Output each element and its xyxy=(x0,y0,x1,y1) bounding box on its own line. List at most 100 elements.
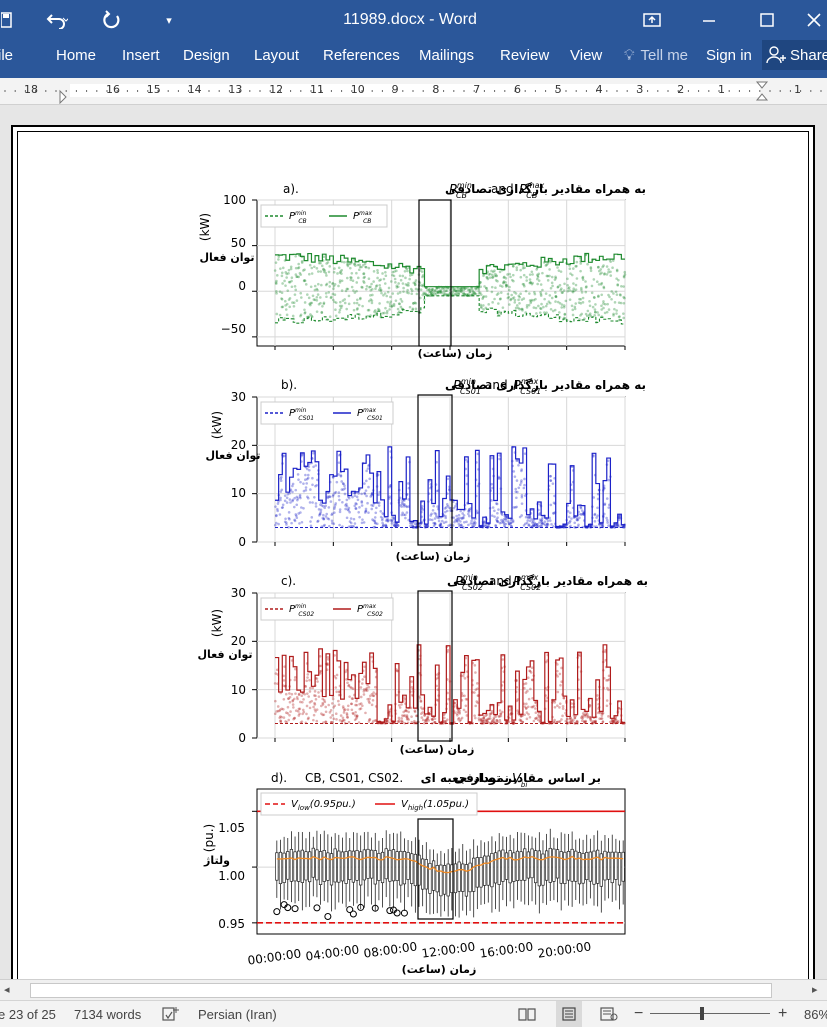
data-point xyxy=(462,708,466,712)
page-count[interactable]: e 23 of 25 xyxy=(0,1006,56,1022)
zoom-out-button[interactable]: − xyxy=(634,1005,644,1022)
data-point xyxy=(367,685,371,689)
redo-icon[interactable] xyxy=(98,0,126,40)
language-indicator[interactable]: Persian (Iran) xyxy=(198,1006,277,1022)
zoom-in-button[interactable]: + xyxy=(778,1005,788,1022)
data-point xyxy=(591,305,595,309)
data-point xyxy=(617,315,621,319)
scroll-right-arrow[interactable]: ▸ xyxy=(812,984,818,996)
data-point xyxy=(390,519,394,522)
web-layout-icon[interactable] xyxy=(600,1001,618,1027)
data-point xyxy=(334,686,338,689)
data-point xyxy=(519,719,523,722)
panel-c-title-prefix: c). xyxy=(281,574,296,588)
data-point xyxy=(584,719,588,723)
undo-icon[interactable] xyxy=(40,0,74,40)
data-point xyxy=(449,507,453,510)
proofing-icon[interactable] xyxy=(162,1001,180,1027)
word-count[interactable]: 7134 words xyxy=(74,1006,142,1022)
data-point xyxy=(467,292,470,296)
data-point xyxy=(600,523,603,526)
document-page[interactable]: a). به همراه مقادیر بارگذاری تصادفی Pmin… xyxy=(11,125,815,979)
data-point xyxy=(615,269,619,273)
tab-insert[interactable]: Insert xyxy=(122,46,160,64)
data-point xyxy=(338,300,342,304)
tab-review[interactable]: Review xyxy=(500,46,550,64)
data-point xyxy=(545,524,548,528)
data-point xyxy=(342,488,345,491)
save-icon[interactable] xyxy=(0,0,14,40)
minimize-icon[interactable] xyxy=(694,0,724,40)
data-point xyxy=(594,720,597,723)
customize-qat-icon[interactable]: ▾ xyxy=(166,14,172,27)
tab-design[interactable]: Design xyxy=(183,46,230,64)
data-point xyxy=(299,291,303,295)
data-point xyxy=(303,278,306,282)
horizontal-ruler[interactable]: 18 16 15 14 13 12 11 10 9 8 7 6 5 4 3 2 1 1 xyxy=(0,78,827,105)
data-point xyxy=(351,279,355,282)
zoom-slider[interactable] xyxy=(650,1001,770,1027)
data-point xyxy=(308,686,312,690)
data-point xyxy=(320,311,324,314)
share-label: Share xyxy=(790,46,827,64)
data-point xyxy=(299,496,302,500)
data-point xyxy=(386,300,389,304)
data-point xyxy=(611,259,615,262)
data-point xyxy=(440,291,443,295)
tab-view[interactable]: View xyxy=(570,46,603,64)
data-point xyxy=(392,274,396,278)
box xyxy=(563,851,567,885)
data-point xyxy=(338,508,342,511)
outlier xyxy=(346,906,354,914)
data-point xyxy=(480,719,484,723)
data-point xyxy=(439,523,442,527)
data-point xyxy=(381,512,384,515)
data-point xyxy=(299,313,303,317)
data-point xyxy=(297,692,301,696)
data-point xyxy=(298,271,302,275)
data-point xyxy=(366,467,370,470)
data-point xyxy=(367,511,370,514)
data-point xyxy=(374,719,377,722)
maximize-icon[interactable] xyxy=(752,0,782,40)
zoom-slider-thumb[interactable] xyxy=(700,1007,704,1020)
ribbon-display-icon[interactable] xyxy=(638,0,666,40)
tab-references[interactable]: References xyxy=(323,46,400,64)
data-point xyxy=(391,515,395,519)
data-point xyxy=(374,309,377,312)
sign-in-link[interactable]: Sign in xyxy=(706,46,752,64)
horizontal-scrollbar[interactable]: ◂ ▸ xyxy=(0,979,827,1000)
read-mode-icon[interactable] xyxy=(518,1001,536,1027)
scroll-left-arrow[interactable]: ◂ xyxy=(4,984,10,996)
data-point xyxy=(427,719,430,722)
data-point xyxy=(309,524,313,528)
tab-home[interactable]: Home xyxy=(56,46,97,64)
data-point xyxy=(507,288,511,292)
tab-layout[interactable]: Layout xyxy=(254,46,300,64)
panel-c-max-sym: Pmax CS02 xyxy=(513,573,541,592)
document-canvas[interactable]: a). به همراه مقادیر بارگذاری تصادفی Pmin… xyxy=(0,105,827,979)
scroll-thumb[interactable] xyxy=(30,983,772,998)
data-point xyxy=(309,285,313,289)
tab-mailings[interactable]: Mailings xyxy=(419,46,475,64)
data-point xyxy=(362,272,365,276)
data-point xyxy=(382,277,386,281)
data-point xyxy=(614,716,617,719)
data-point xyxy=(350,272,354,275)
data-point xyxy=(295,275,298,279)
tell-me-box[interactable]: 💡︎ Tell me xyxy=(624,40,688,70)
data-point xyxy=(402,505,406,508)
print-layout-icon[interactable] xyxy=(556,1001,582,1027)
data-point xyxy=(593,308,597,311)
close-icon[interactable] xyxy=(806,0,827,40)
data-point xyxy=(321,713,324,717)
tab-file[interactable]: ile xyxy=(0,46,14,64)
data-point xyxy=(419,712,423,715)
data-point xyxy=(558,672,562,676)
share-button[interactable]: Share xyxy=(762,40,827,70)
zoom-level[interactable]: 86% xyxy=(804,1006,827,1022)
data-point xyxy=(274,281,278,284)
data-point xyxy=(299,314,302,318)
data-point xyxy=(319,508,323,512)
data-point xyxy=(500,521,503,524)
